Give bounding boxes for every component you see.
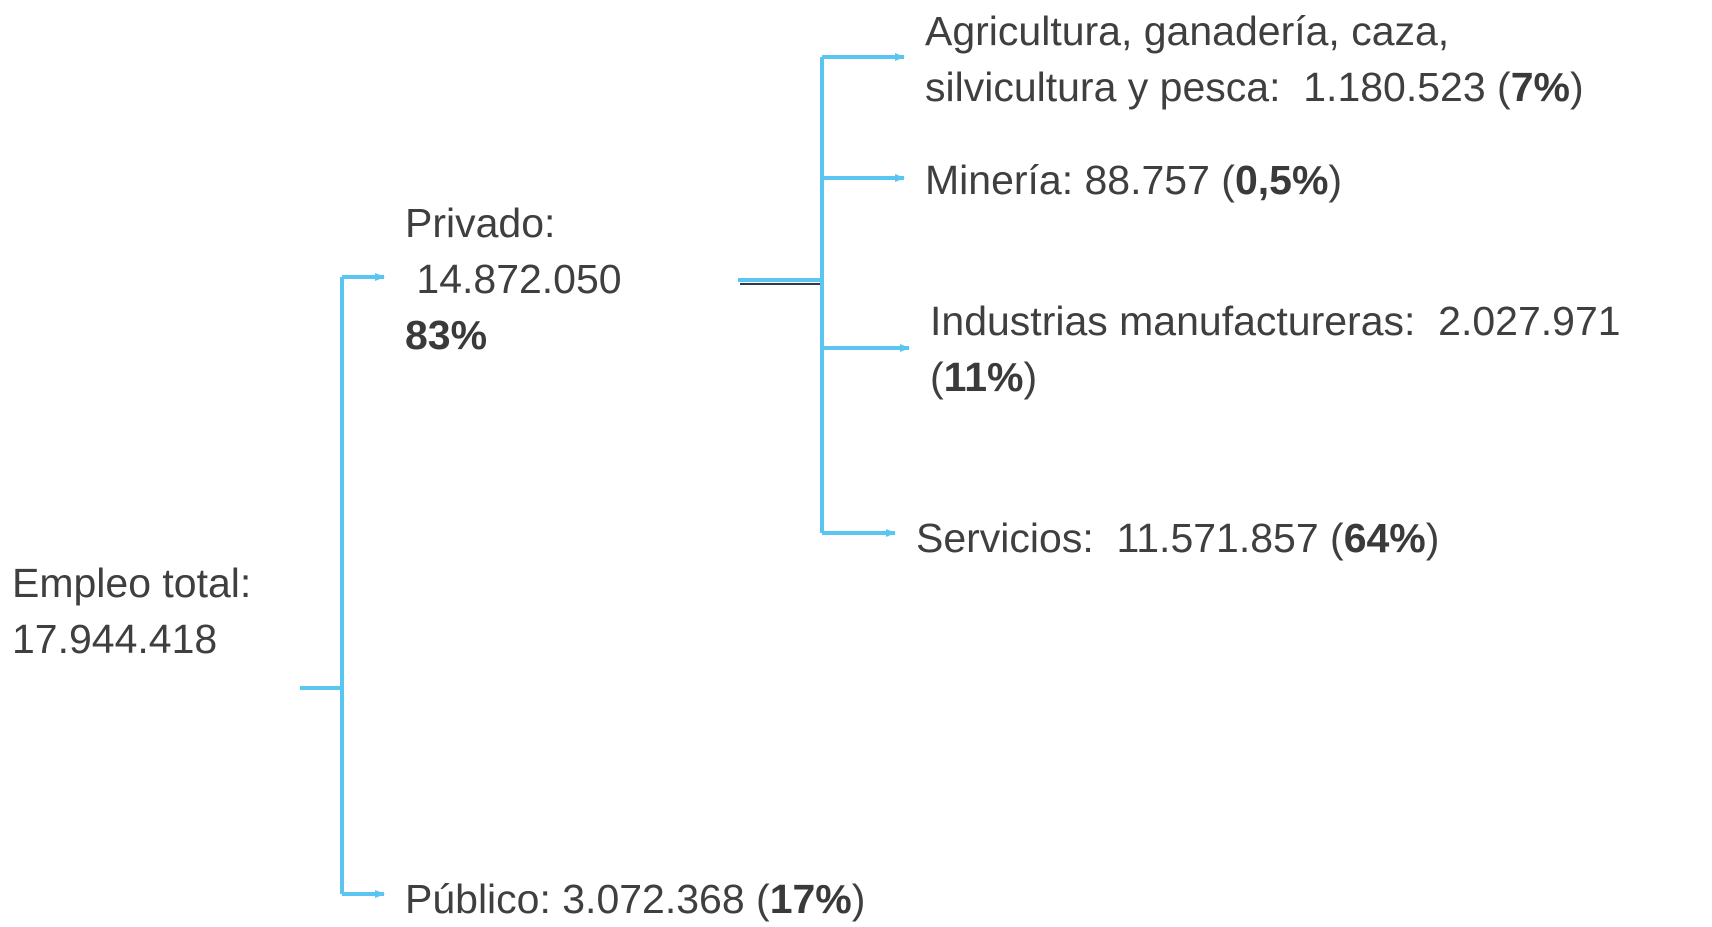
services-label: Servicios: 11.571.857 ( <box>916 515 1344 561</box>
private-sector-label: Privado: <box>405 200 556 246</box>
total-employment-node: Empleo total: 17.944.418 <box>12 555 251 667</box>
manufacturing-label: Industrias manufactureras: 2.027.971 <box>930 298 1621 344</box>
mining-percent: 0,5% <box>1234 157 1329 203</box>
services-close: ) <box>1425 515 1440 561</box>
manufacturing-node: Industrias manufactureras: 2.027.971 (11… <box>930 293 1621 405</box>
services-node: Servicios: 11.571.857 (64%) <box>916 510 1439 566</box>
private-sector-percent: 83% <box>405 312 488 358</box>
total-employment-value: 17.944.418 <box>12 616 218 662</box>
public-sector-percent: 17% <box>769 876 852 922</box>
agriculture-label-line2: silvicultura y pesca: 1.180.523 ( <box>925 64 1511 110</box>
private-sector-node: Privado: 14.872.050 83% <box>405 195 622 363</box>
private-sector-value: 14.872.050 <box>405 256 622 302</box>
public-sector-close: ) <box>851 876 866 922</box>
agriculture-percent: 7% <box>1510 64 1570 110</box>
manufacturing-percent: 11% <box>943 354 1024 400</box>
mining-close: ) <box>1328 157 1343 203</box>
public-sector-node: Público: 3.072.368 (17%) <box>405 871 865 927</box>
manufacturing-close: ) <box>1023 354 1038 400</box>
mining-node: Minería: 88.757 (0,5%) <box>925 152 1342 208</box>
agriculture-label-line1: Agricultura, ganadería, caza, <box>925 8 1450 54</box>
services-percent: 64% <box>1343 515 1426 561</box>
agriculture-node: Agricultura, ganadería, caza, silvicultu… <box>925 3 1584 115</box>
total-employment-label: Empleo total: <box>12 560 252 606</box>
manufacturing-open: ( <box>930 354 944 400</box>
agriculture-close: ) <box>1569 64 1584 110</box>
public-sector-label: Público: 3.072.368 ( <box>405 876 770 922</box>
mining-label: Minería: 88.757 ( <box>925 157 1235 203</box>
